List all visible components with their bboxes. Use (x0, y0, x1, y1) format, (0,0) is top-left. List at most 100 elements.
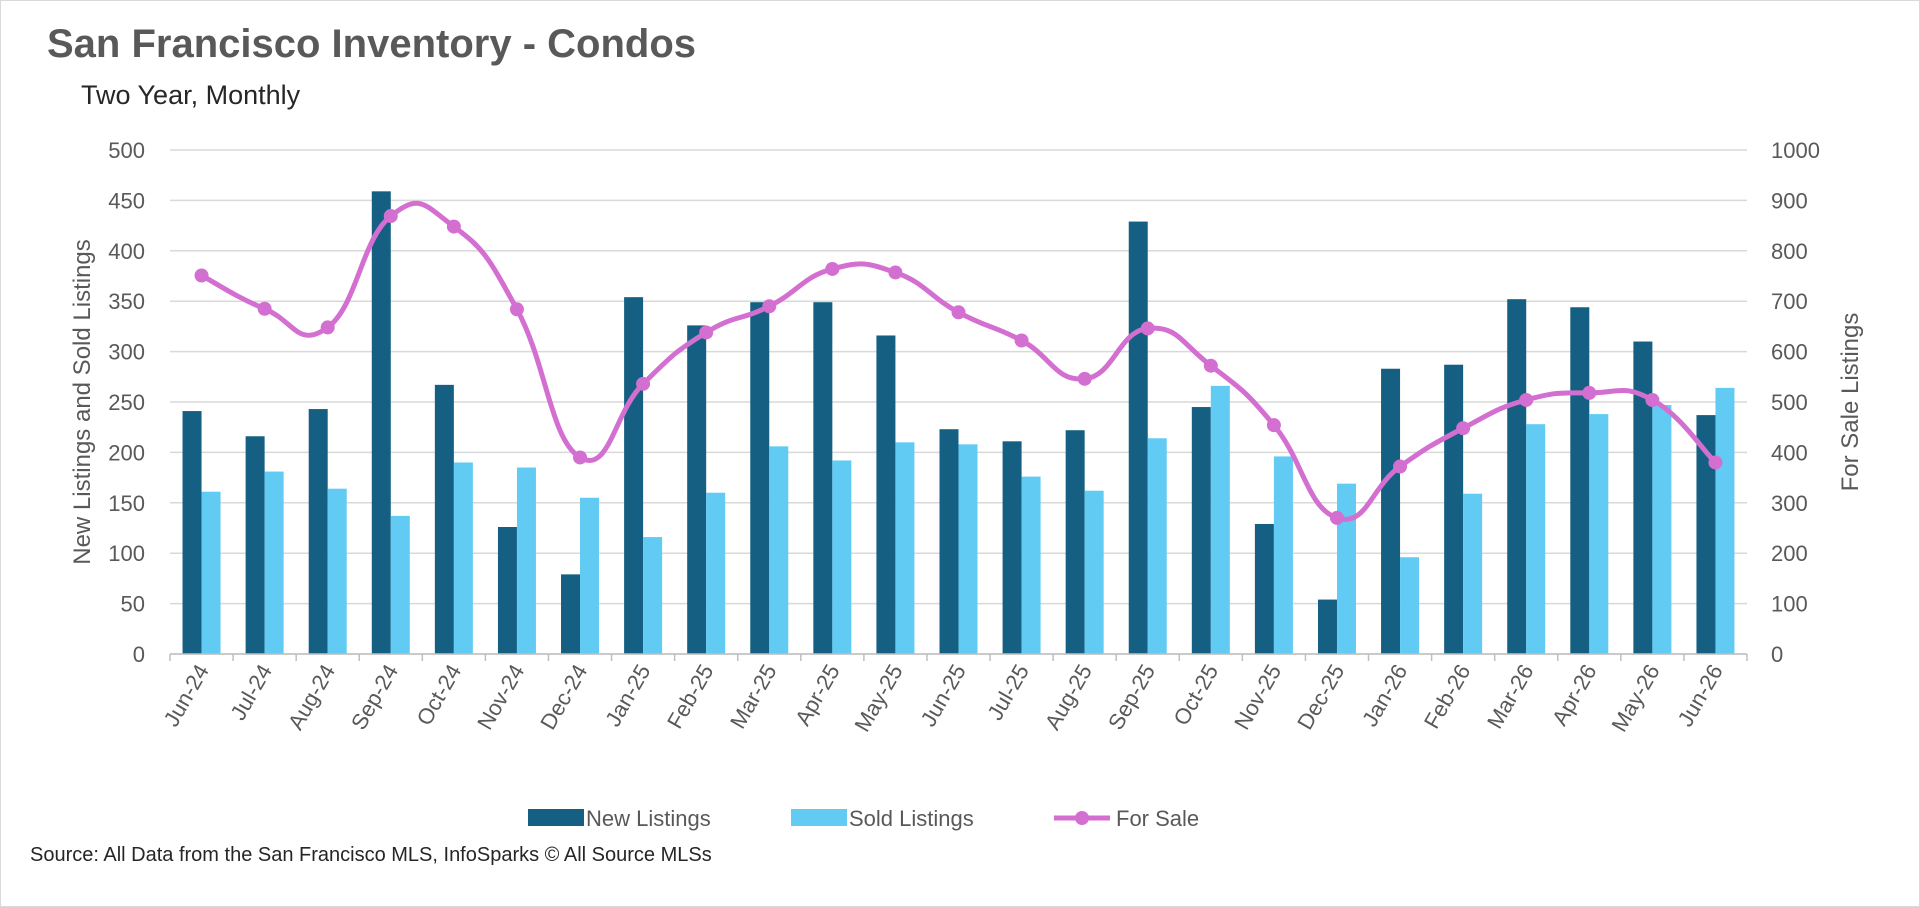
x-tick-label: Sep-25 (1103, 660, 1160, 734)
for-sale-point (383, 209, 398, 224)
bar-sold-listings (1400, 557, 1420, 654)
y-tick-label: 350 (108, 289, 145, 314)
x-tick-label: Aug-24 (283, 660, 340, 734)
bar-sold-listings (1273, 456, 1293, 654)
bar-new-listings (434, 384, 454, 654)
bar-new-listings (750, 302, 770, 654)
x-tick-label: Apr-26 (1547, 660, 1602, 730)
y-tick-label: 400 (108, 239, 145, 264)
bar-sold-listings (832, 460, 852, 654)
x-tick-label: Dec-24 (535, 660, 592, 734)
for-sale-point (1203, 358, 1218, 373)
x-tick-label: Oct-25 (1168, 660, 1223, 730)
bar-new-listings (876, 335, 896, 654)
x-tick-label: Mar-25 (725, 660, 781, 733)
for-sale-point (1582, 385, 1597, 400)
bar-sold-listings (390, 515, 410, 654)
bar-sold-listings (769, 446, 789, 654)
for-sale-point (1456, 421, 1471, 436)
bar-new-listings (1507, 299, 1527, 654)
bar-new-listings (1570, 307, 1590, 654)
bar-new-listings (371, 191, 391, 654)
y2-tick-label: 300 (1771, 491, 1808, 516)
for-sale-point (1708, 455, 1723, 470)
bar-sold-listings (1147, 438, 1167, 654)
x-tick-label: Jan-25 (600, 660, 655, 731)
for-sale-point (509, 302, 524, 317)
bar-new-listings (497, 526, 517, 654)
y2-tick-label: 0 (1771, 642, 1783, 667)
x-tick-label: Jul-25 (982, 660, 1034, 724)
bar-sold-listings (1526, 424, 1546, 654)
y2-tick-label: 400 (1771, 440, 1808, 465)
legend-marker (1075, 811, 1089, 825)
x-tick-label: Jun-26 (1672, 660, 1727, 731)
x-tick-label: Feb-26 (1419, 660, 1476, 733)
bar-new-listings (1696, 415, 1716, 654)
y-tick-label: 150 (108, 491, 145, 516)
bar-sold-listings (1084, 490, 1104, 654)
bar-new-listings (813, 302, 833, 654)
for-sale-point (1140, 321, 1155, 336)
chart-title: San Francisco Inventory - Condos (47, 22, 697, 66)
bar-sold-listings (895, 442, 915, 654)
y-tick-label: 50 (121, 592, 145, 617)
y2-tick-label: 1000 (1771, 138, 1820, 163)
for-sale-point (699, 325, 714, 340)
bar-sold-listings (1210, 385, 1230, 654)
y2-tick-label: 600 (1771, 340, 1808, 365)
legend-label: Sold Listings (849, 806, 974, 831)
x-tick-label: Sep-24 (346, 660, 403, 734)
bar-sold-listings (516, 467, 536, 654)
x-tick-label: Nov-25 (1229, 660, 1286, 734)
y-axis-label: New Listings and Sold Listings (69, 239, 96, 565)
x-tick-label: May-25 (849, 660, 907, 736)
x-tick-label: Jul-24 (225, 660, 277, 724)
bar-new-listings (182, 411, 202, 654)
x-tick-label: Jan-26 (1357, 660, 1412, 731)
x-tick-label: Aug-25 (1040, 660, 1097, 734)
chart-subtitle: Two Year, Monthly (81, 80, 301, 110)
y2-tick-label: 700 (1771, 289, 1808, 314)
y2-axis-label: For Sale Listings (1837, 313, 1864, 492)
for-sale-point (1519, 392, 1534, 407)
x-tick-label: Oct-24 (412, 660, 467, 730)
y2-tick-label: 200 (1771, 541, 1808, 566)
legend-label: For Sale (1116, 806, 1199, 831)
for-sale-point (1329, 510, 1344, 525)
for-sale-point (573, 450, 588, 465)
bar-sold-listings (264, 471, 284, 654)
for-sale-point (257, 301, 272, 316)
bar-new-listings (624, 297, 644, 654)
for-sale-point (825, 261, 840, 276)
bar-sold-listings (580, 497, 600, 654)
bar-sold-listings (643, 537, 663, 654)
bar-sold-listings (327, 488, 347, 654)
x-tick-label: Jun-24 (159, 660, 214, 731)
bar-sold-listings (1589, 414, 1609, 654)
for-sale-point (951, 305, 966, 320)
for-sale-point (194, 268, 209, 283)
y-tick-label: 0 (133, 642, 145, 667)
bars-layer (182, 191, 1735, 654)
bar-new-listings (1128, 221, 1148, 654)
bar-sold-listings (453, 462, 473, 654)
line-layer (194, 200, 1723, 525)
x-tick-label: Dec-25 (1292, 660, 1349, 734)
y2-tick-label: 500 (1771, 390, 1808, 415)
bar-sold-listings (706, 492, 726, 654)
y-tick-label: 250 (108, 390, 145, 415)
y-tick-label: 500 (108, 138, 145, 163)
bar-new-listings (308, 409, 328, 654)
for-sale-point (1645, 392, 1660, 407)
for-sale-point (1393, 459, 1408, 474)
bar-new-listings (939, 429, 959, 654)
for-sale-point (446, 219, 461, 234)
y2-tick-label: 100 (1771, 592, 1808, 617)
x-tick-label: Feb-25 (662, 660, 719, 733)
legend-swatch (791, 809, 847, 826)
source-note: Source: All Data from the San Francisco … (30, 844, 712, 866)
bar-new-listings (245, 436, 265, 654)
y2-tick-label: 900 (1771, 188, 1808, 213)
